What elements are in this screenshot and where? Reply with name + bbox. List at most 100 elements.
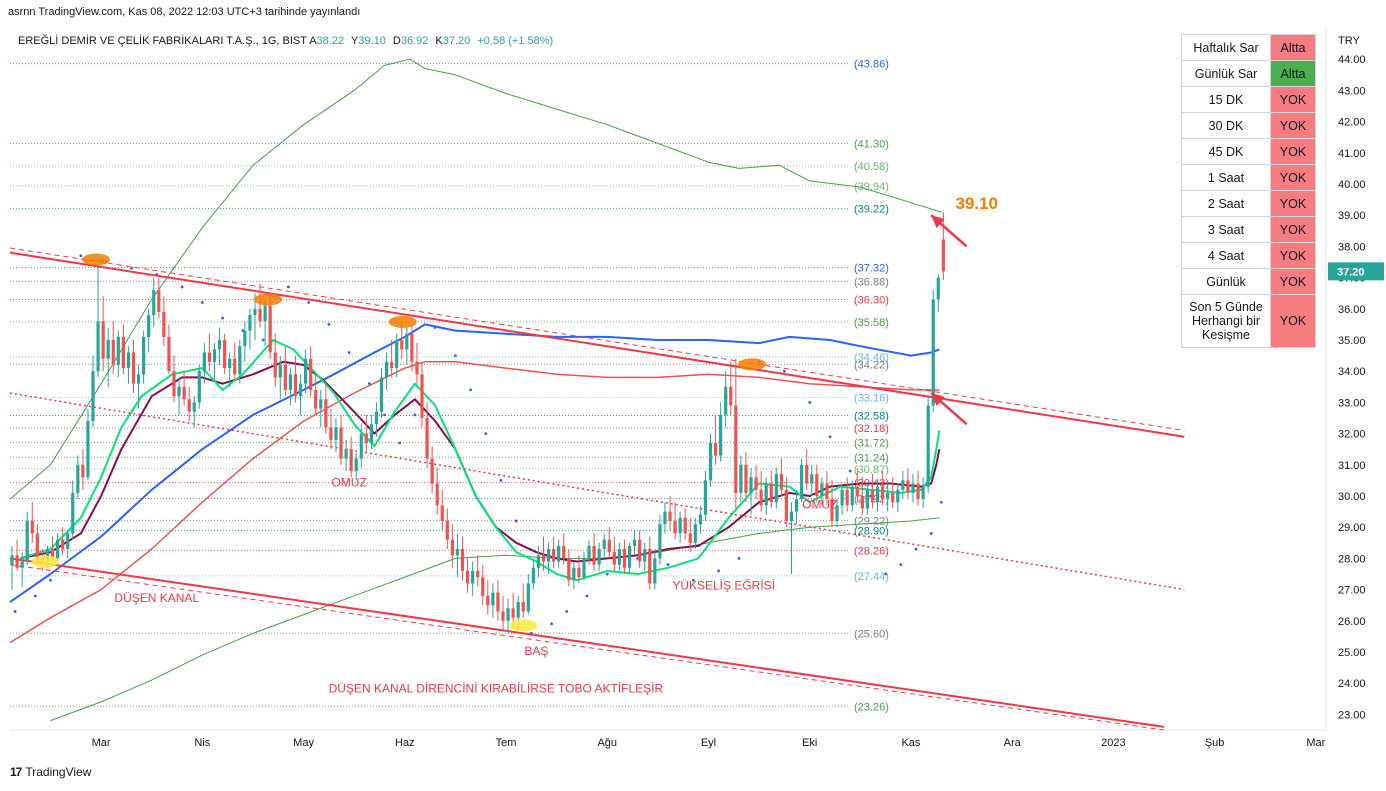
low-label: D [392, 35, 401, 47]
highlight-ellipse [82, 253, 111, 266]
candle-body [81, 464, 85, 478]
sar-dot [327, 323, 331, 326]
y-tick-label: 33.00 [1338, 397, 1366, 409]
sar-dot [454, 354, 457, 357]
signal-status: YOK [1270, 86, 1316, 113]
candle-body [10, 555, 14, 565]
candle-body [476, 570, 480, 578]
candle-body [820, 483, 824, 496]
candle-body [830, 499, 834, 521]
candle-body [162, 311, 166, 337]
candle-body [617, 549, 622, 565]
candle-body [71, 492, 75, 534]
y-tick-label: 35.00 [1338, 335, 1366, 347]
y-tick-label: 32.00 [1338, 429, 1366, 441]
signal-status: YOK [1270, 242, 1316, 269]
candle-body [400, 340, 404, 350]
signal-label: Günlük [1181, 268, 1271, 295]
y-tick-label: 23.00 [1338, 709, 1366, 721]
candle-body [30, 520, 34, 534]
sar-dot [13, 610, 17, 613]
candle-body [101, 321, 105, 359]
candle-body [283, 364, 287, 390]
y-tick-label: 36.00 [1338, 304, 1366, 316]
candle-body [845, 489, 849, 506]
chart-annotation: OMUZ [331, 476, 366, 490]
sar-dot [347, 351, 351, 354]
candle-body [263, 305, 267, 322]
candle-body [293, 374, 298, 397]
lower-channel-line [9, 557, 1165, 728]
sar-dot [565, 610, 569, 613]
x-tick-label: Eki [802, 737, 817, 749]
change-value: +0.58 (+1.58%) [477, 35, 554, 47]
y-tick-label: 44.00 [1338, 54, 1366, 66]
signal-status: YOK [1270, 190, 1316, 217]
candle-body [455, 549, 460, 556]
candle-body [673, 520, 677, 534]
x-tick-label: Ara [1004, 737, 1022, 749]
published-caption: asrnn TradingView.com, Kas 08, 2022 12:0… [8, 6, 361, 18]
candle-body [531, 567, 535, 584]
candle-body [582, 558, 586, 578]
y-tick-label: 43.00 [1338, 85, 1366, 97]
candle-body [688, 533, 692, 543]
candle-body [764, 483, 768, 506]
candle-body [810, 474, 814, 484]
candle-body [243, 330, 247, 347]
y-tick-label: 29.00 [1338, 522, 1366, 534]
signal-row: Haftalık Sar Altta [1181, 34, 1316, 61]
y-tick-label: 39.00 [1338, 210, 1366, 222]
candle-body [344, 449, 348, 459]
candle-body [744, 464, 748, 493]
y-tick-label: 26.00 [1338, 616, 1366, 628]
level-label: (32.58) [854, 411, 889, 423]
candle-body [597, 549, 601, 565]
candle-body [678, 517, 682, 534]
candle-body [471, 570, 475, 584]
high-label: Y [350, 35, 359, 47]
candle-body [552, 549, 556, 562]
candle-body [136, 374, 141, 384]
candle-body [390, 361, 394, 369]
symbol-name: EREĞLİ DEMİR VE ÇELİK FABRİKALARI T.A.Ş.… [18, 35, 307, 47]
candle-body [638, 539, 642, 562]
sar-dot [433, 326, 437, 329]
candle-body [66, 533, 70, 550]
candle-body [901, 480, 905, 490]
candle-body [663, 511, 667, 525]
signal-status: YOK [1270, 294, 1316, 348]
candle-body [420, 374, 424, 418]
upper-channel-dashed-line [9, 247, 1185, 431]
candle-body [126, 352, 131, 369]
candle-body [415, 361, 419, 375]
candle-body [627, 545, 632, 568]
candle-body [76, 464, 80, 493]
candle-body [511, 608, 515, 618]
candle-body [734, 405, 738, 493]
signal-label: Son 5 Günde Herhangi bir Kesişme [1181, 294, 1271, 348]
candle-body [815, 474, 819, 496]
level-label: (35.58) [854, 317, 889, 329]
candle-body [354, 458, 358, 472]
candle-body [891, 492, 895, 503]
y-tick-label: 27.00 [1338, 585, 1366, 597]
candle-body [410, 333, 414, 362]
candle-body [405, 333, 409, 350]
level-label: (37.32) [854, 263, 889, 275]
candle-body [931, 299, 935, 406]
sar-dot [737, 557, 741, 560]
candle-body [911, 483, 915, 493]
chart-annotation: OMUZ [802, 497, 837, 511]
candle-body [152, 290, 156, 316]
signal-row: Günlük Sar Altta [1181, 60, 1316, 87]
candle-body [111, 340, 115, 365]
candle-body [349, 449, 353, 472]
level-label: (25.60) [854, 628, 889, 640]
candle-body [516, 602, 520, 618]
chart-annotation: DÜŞEN KANAL [114, 591, 199, 605]
candle-body [197, 371, 201, 403]
candle-body [20, 561, 24, 568]
candle-body [840, 489, 844, 506]
